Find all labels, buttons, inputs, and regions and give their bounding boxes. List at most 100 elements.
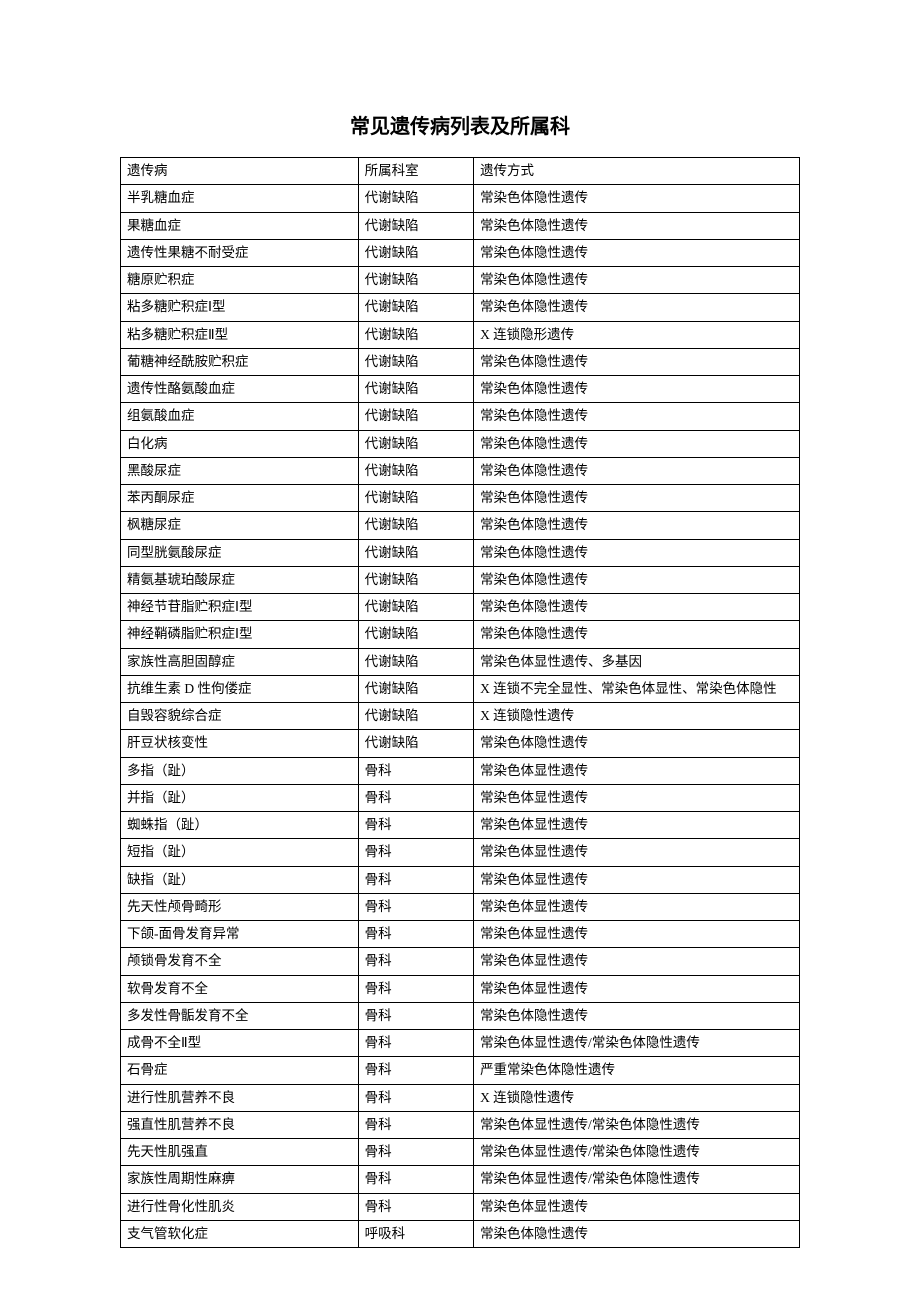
table-row: 黑酸尿症代谢缺陷常染色体隐性遗传 [121,457,800,484]
table-row: 肝豆状核变性代谢缺陷常染色体隐性遗传 [121,730,800,757]
table-cell: 精氨基琥珀酸尿症 [121,566,359,593]
table-cell: 代谢缺陷 [358,376,473,403]
table-cell: 常染色体隐性遗传 [474,1220,800,1247]
table-cell: 同型胱氨酸尿症 [121,539,359,566]
table-cell: 代谢缺陷 [358,703,473,730]
table-cell: 软骨发育不全 [121,975,359,1002]
table-cell: 代谢缺陷 [358,539,473,566]
table-cell: 骨科 [358,1002,473,1029]
table-cell: 常染色体隐性遗传 [474,1002,800,1029]
table-cell: 石骨症 [121,1057,359,1084]
table-cell: 组氨酸血症 [121,403,359,430]
table-cell: 常染色体隐性遗传 [474,457,800,484]
table-cell: 常染色体显性遗传 [474,812,800,839]
table-cell: 代谢缺陷 [358,348,473,375]
table-cell: 糖原贮积症 [121,267,359,294]
table-row: 糖原贮积症代谢缺陷常染色体隐性遗传 [121,267,800,294]
table-row: 颅锁骨发育不全骨科常染色体显性遗传 [121,948,800,975]
table-cell: 常染色体显性遗传 [474,948,800,975]
table-cell: 骨科 [358,1057,473,1084]
table-cell: 代谢缺陷 [358,321,473,348]
table-cell: 粘多糖贮积症Ⅰ型 [121,294,359,321]
table-row: 强直性肌营养不良骨科常染色体显性遗传/常染色体隐性遗传 [121,1111,800,1138]
table-row: 精氨基琥珀酸尿症代谢缺陷常染色体隐性遗传 [121,566,800,593]
table-cell: 代谢缺陷 [358,566,473,593]
table-cell: 常染色体隐性遗传 [474,212,800,239]
table-cell: 神经节苷脂贮积症Ⅰ型 [121,594,359,621]
table-row: 石骨症骨科严重常染色体隐性遗传 [121,1057,800,1084]
table-cell: 骨科 [358,812,473,839]
table-cell: 遗传性果糖不耐受症 [121,239,359,266]
table-cell: 强直性肌营养不良 [121,1111,359,1138]
table-cell: 骨科 [358,1139,473,1166]
table-row: 组氨酸血症代谢缺陷常染色体隐性遗传 [121,403,800,430]
table-cell: 骨科 [358,757,473,784]
table-cell: 常染色体显性遗传/常染色体隐性遗传 [474,1139,800,1166]
table-row: 缺指（趾）骨科常染色体显性遗传 [121,866,800,893]
table-cell: 常染色体显性遗传/常染色体隐性遗传 [474,1030,800,1057]
table-cell: 家族性周期性麻痹 [121,1166,359,1193]
table-row: 葡糖神经酰胺贮积症代谢缺陷常染色体隐性遗传 [121,348,800,375]
table-cell: 代谢缺陷 [358,730,473,757]
table-cell: 常染色体隐性遗传 [474,267,800,294]
table-cell: 代谢缺陷 [358,294,473,321]
table-row: 神经鞘磷脂贮积症Ⅰ型代谢缺陷常染色体隐性遗传 [121,621,800,648]
table-cell: 神经鞘磷脂贮积症Ⅰ型 [121,621,359,648]
table-cell: 骨科 [358,975,473,1002]
table-cell: 黑酸尿症 [121,457,359,484]
table-row: 下颌-面骨发育异常骨科常染色体显性遗传 [121,921,800,948]
table-cell: 代谢缺陷 [358,267,473,294]
table-row: 成骨不全Ⅱ型骨科常染色体显性遗传/常染色体隐性遗传 [121,1030,800,1057]
table-row: 多指（趾）骨科常染色体显性遗传 [121,757,800,784]
table-cell: 常染色体隐性遗传 [474,430,800,457]
table-cell: 骨科 [358,1193,473,1220]
table-cell: 白化病 [121,430,359,457]
table-cell: 家族性高胆固醇症 [121,648,359,675]
table-cell: 常染色体显性遗传、多基因 [474,648,800,675]
table-cell: 代谢缺陷 [358,430,473,457]
table-cell: 代谢缺陷 [358,457,473,484]
table-cell: 常染色体隐性遗传 [474,512,800,539]
table-cell: 常染色体隐性遗传 [474,239,800,266]
table-cell: 骨科 [358,1111,473,1138]
table-row: 苯丙酮尿症代谢缺陷常染色体隐性遗传 [121,485,800,512]
page-title: 常见遗传病列表及所属科 [120,110,800,139]
table-cell: 常染色体隐性遗传 [474,403,800,430]
table-cell: 骨科 [358,948,473,975]
table-cell: 半乳糖血症 [121,185,359,212]
table-cell: X 连锁隐性遗传 [474,703,800,730]
table-row: 遗传性酪氨酸血症代谢缺陷常染色体隐性遗传 [121,376,800,403]
table-row: 神经节苷脂贮积症Ⅰ型代谢缺陷常染色体隐性遗传 [121,594,800,621]
table-row: 粘多糖贮积症Ⅱ型代谢缺陷X 连锁隐形遗传 [121,321,800,348]
table-cell: 骨科 [358,921,473,948]
table-row: 粘多糖贮积症Ⅰ型代谢缺陷常染色体隐性遗传 [121,294,800,321]
table-header-cell: 遗传病 [121,158,359,185]
table-cell: 常染色体隐性遗传 [474,376,800,403]
table-cell: 骨科 [358,1166,473,1193]
table-cell: 成骨不全Ⅱ型 [121,1030,359,1057]
table-cell: 颅锁骨发育不全 [121,948,359,975]
table-cell: 骨科 [358,893,473,920]
table-cell: 严重常染色体隐性遗传 [474,1057,800,1084]
table-cell: 常染色体显性遗传/常染色体隐性遗传 [474,1166,800,1193]
table-cell: 代谢缺陷 [358,594,473,621]
table-cell: X 连锁隐形遗传 [474,321,800,348]
table-cell: 葡糖神经酰胺贮积症 [121,348,359,375]
table-cell: 粘多糖贮积症Ⅱ型 [121,321,359,348]
table-cell: 代谢缺陷 [358,239,473,266]
table-row: 同型胱氨酸尿症代谢缺陷常染色体隐性遗传 [121,539,800,566]
table-cell: 常染色体隐性遗传 [474,566,800,593]
table-row: 自毁容貌综合症代谢缺陷X 连锁隐性遗传 [121,703,800,730]
table-row: 枫糖尿症代谢缺陷常染色体隐性遗传 [121,512,800,539]
table-cell: 常染色体隐性遗传 [474,348,800,375]
table-cell: 骨科 [358,1030,473,1057]
table-cell: 遗传性酪氨酸血症 [121,376,359,403]
table-row: 先天性颅骨畸形骨科常染色体显性遗传 [121,893,800,920]
table-row: 并指（趾）骨科常染色体显性遗传 [121,784,800,811]
table-cell: 抗维生素 D 性佝偻症 [121,675,359,702]
table-cell: 肝豆状核变性 [121,730,359,757]
table-row: 短指（趾）骨科常染色体显性遗传 [121,839,800,866]
table-cell: 多发性骨骺发育不全 [121,1002,359,1029]
table-cell: 果糖血症 [121,212,359,239]
table-row: 家族性高胆固醇症代谢缺陷常染色体显性遗传、多基因 [121,648,800,675]
